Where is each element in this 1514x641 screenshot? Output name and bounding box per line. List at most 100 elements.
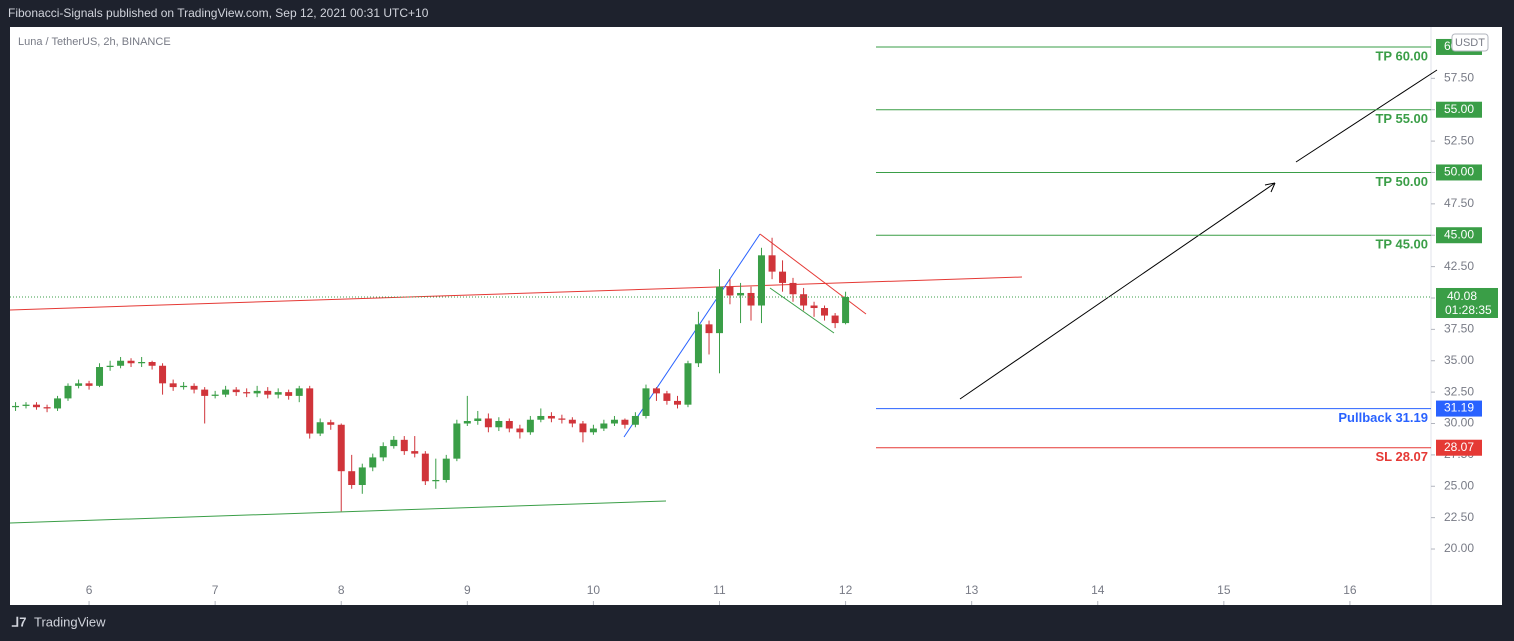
candle-body <box>684 363 692 405</box>
candle-body <box>810 305 818 309</box>
y-tick-label: 57.50 <box>1444 71 1474 85</box>
x-tick-label: 13 <box>965 583 979 597</box>
y-tick-label: 37.50 <box>1444 322 1474 336</box>
candle-body <box>715 286 723 334</box>
level-badge-label: 28.07 <box>1444 440 1474 454</box>
candle-body <box>453 423 461 459</box>
candle-body <box>327 422 335 425</box>
candle-body <box>547 415 555 419</box>
candle-body <box>127 360 135 364</box>
y-tick-label: 52.50 <box>1444 133 1474 147</box>
candle-body <box>169 383 177 388</box>
candle-body <box>789 282 797 295</box>
level-label: TP 45.00 <box>1375 237 1428 252</box>
level-badge <box>1436 439 1482 456</box>
candle-body <box>274 392 282 395</box>
candle-body <box>400 439 408 452</box>
candle-body <box>800 294 808 306</box>
candle-body <box>348 471 356 486</box>
candle-body <box>390 439 398 447</box>
candle-body <box>747 292 755 306</box>
candle-body <box>568 419 576 424</box>
support-line <box>9 500 667 524</box>
y-tick-label: 20.00 <box>1444 541 1474 555</box>
candle-body <box>85 383 93 386</box>
candle-body <box>621 419 629 425</box>
candle-body <box>779 271 787 283</box>
candle-body <box>243 392 251 394</box>
candle-body <box>463 420 471 424</box>
candle-body <box>757 255 765 306</box>
candle-body <box>674 400 682 405</box>
candle-body <box>64 385 72 399</box>
candle-body <box>411 451 419 454</box>
candle-body <box>253 390 261 394</box>
candle-body <box>12 405 20 408</box>
candle-body <box>316 422 324 434</box>
x-tick-label: 9 <box>464 583 471 597</box>
level-label: SL 28.07 <box>1375 449 1428 464</box>
candle-body <box>295 388 303 396</box>
level-badge <box>1436 101 1482 118</box>
level-label: TP 50.00 <box>1375 174 1428 189</box>
candle-body <box>358 467 366 486</box>
candle-body <box>306 388 314 434</box>
candle-body <box>43 407 51 409</box>
footer-brand: TradingView <box>34 614 106 629</box>
candle-body <box>694 324 702 364</box>
level-label: TP 55.00 <box>1375 111 1428 126</box>
x-tick-label: 6 <box>86 583 93 597</box>
y-tick-label: 22.50 <box>1444 510 1474 524</box>
last-price-badge <box>1436 287 1498 318</box>
x-tick-label: 11 <box>713 583 726 597</box>
candle-body <box>663 393 671 401</box>
candle-body <box>642 388 650 416</box>
level-badge-label: 45.00 <box>1444 227 1474 241</box>
candle-body <box>75 383 83 386</box>
currency-box <box>1451 33 1489 52</box>
arrow <box>1295 69 1438 163</box>
x-tick-label: 8 <box>338 583 345 597</box>
candle-body <box>737 292 745 296</box>
chart-panel <box>10 27 1502 605</box>
candle-body <box>442 458 450 480</box>
candle-body <box>726 286 734 296</box>
candle-body <box>589 428 597 433</box>
candle-body <box>600 423 608 429</box>
candle-body <box>32 404 40 408</box>
candle-body <box>705 324 713 334</box>
candle-body <box>148 362 156 366</box>
x-tick-label: 15 <box>1217 583 1231 597</box>
countdown: 01:28:35 <box>1445 303 1492 317</box>
y-tick-label: 47.50 <box>1444 196 1474 210</box>
candle-body <box>232 389 240 393</box>
candle-body <box>842 296 850 324</box>
candle-body <box>831 315 839 324</box>
candle-body <box>474 418 482 421</box>
candle-body <box>159 365 167 384</box>
currency: USDT <box>1455 37 1485 49</box>
y-tick-label: 42.50 <box>1444 259 1474 273</box>
y-tick-label: 30.00 <box>1444 416 1474 430</box>
x-tick-label: 12 <box>839 583 853 597</box>
candle-body <box>222 389 230 395</box>
candle-body <box>96 367 104 386</box>
candle-body <box>631 415 639 425</box>
candle-body <box>768 255 776 272</box>
candle-body <box>610 419 618 424</box>
x-tick-label: 16 <box>1343 583 1357 597</box>
symbol-title: Luna / TetherUS, 2h, BINANCE <box>18 36 171 48</box>
candle-body <box>369 457 377 468</box>
candle-body <box>54 398 62 409</box>
candle-body <box>526 419 534 433</box>
last-price-label: 40.08 <box>1447 289 1477 303</box>
resistance-line <box>9 276 1023 311</box>
candle-body <box>484 418 492 428</box>
candle-body <box>432 479 440 482</box>
candle-body <box>138 362 146 364</box>
candle-body <box>22 404 30 406</box>
x-tick-label: 7 <box>212 583 219 597</box>
candle-body <box>106 365 114 368</box>
